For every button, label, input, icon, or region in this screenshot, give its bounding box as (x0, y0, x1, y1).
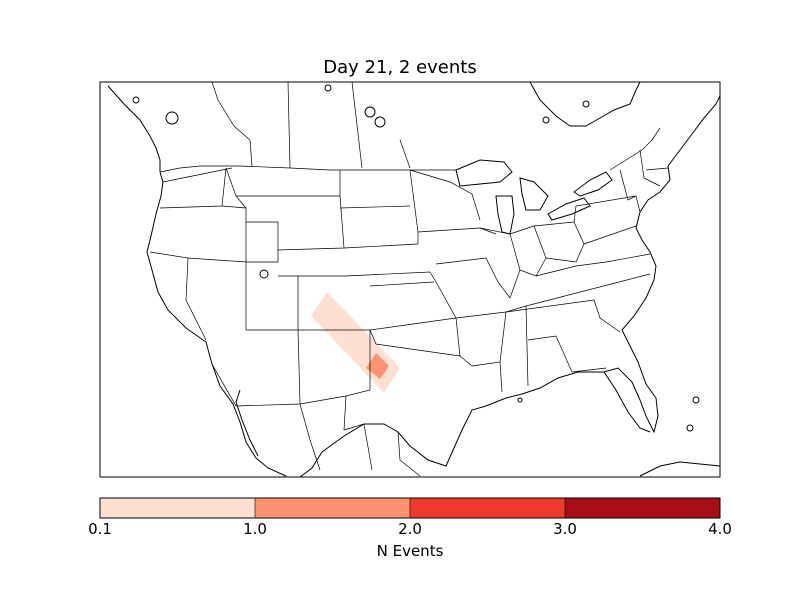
colorbar-tick: 2.0 (398, 520, 422, 538)
colorbar (99, 497, 721, 519)
map-panel (99, 81, 721, 478)
colorbar-tick: 4.0 (708, 520, 732, 538)
colorbar-tick: 3.0 (553, 520, 577, 538)
colorbar-segment-2 (255, 498, 410, 518)
state-boundaries (149, 81, 669, 477)
colorbar-segment-3 (410, 498, 565, 518)
coastline (107, 81, 721, 478)
colorbar-tick: 1.0 (243, 520, 267, 538)
event-area-high (366, 353, 389, 379)
colorbar-segment-4 (565, 498, 720, 518)
colorbar-segment-1 (100, 498, 255, 518)
map-title: Day 21, 2 events (323, 57, 477, 78)
colorbar-label: N Events (376, 542, 444, 560)
colorbar-tick: 0.1 (88, 520, 112, 538)
